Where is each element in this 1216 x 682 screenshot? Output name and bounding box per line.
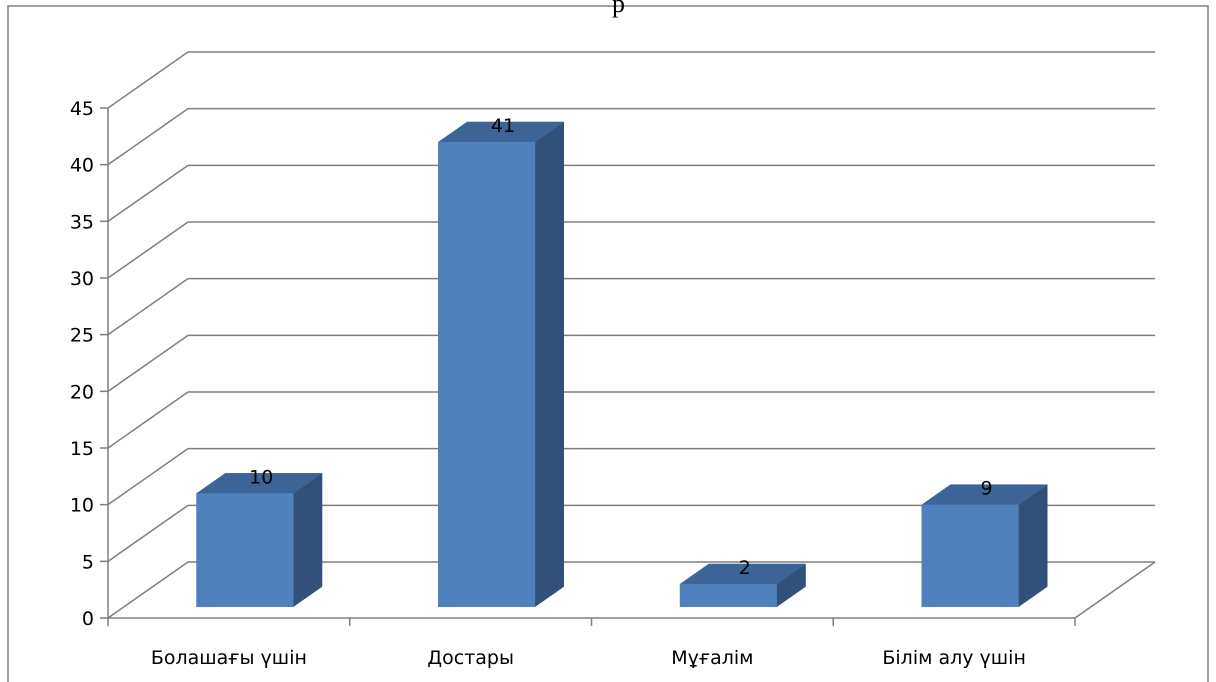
bar-front-face (196, 493, 294, 608)
y-tick-label: 0 (82, 608, 94, 630)
y-tick-label: 25 (70, 325, 94, 347)
bar-front-face (679, 583, 777, 608)
y-tick-label: 15 (70, 438, 94, 460)
data-label: 41 (491, 115, 515, 137)
y-tick-label: 40 (70, 155, 94, 177)
bar-3 (679, 563, 807, 608)
side-wall-gridline (107, 448, 189, 506)
category-label: Болашағы үшін (151, 647, 307, 669)
bar-front-face (921, 504, 1019, 608)
bar-1 (195, 472, 323, 608)
bar-front-face (438, 141, 536, 608)
y-tick-label: 20 (70, 381, 94, 403)
bar-side-face (292, 472, 323, 608)
y-tick-label: 30 (70, 268, 94, 290)
bar-4 (920, 484, 1049, 608)
data-label: 2 (739, 557, 751, 579)
category-label: Мұғалім (671, 647, 753, 669)
data-label: 10 (249, 466, 273, 488)
label-layer: 10 Болашағы үшін 41 Достары 2 Мұғалім 9 Білім а… (151, 115, 1026, 669)
side-wall-gridline (107, 391, 189, 449)
chart-title: р (612, 0, 625, 18)
bar-2 (437, 121, 565, 608)
data-label: 9 (980, 478, 992, 500)
side-wall-gridline (107, 561, 189, 619)
bar-side-face (534, 121, 565, 608)
bar-layer (195, 121, 1049, 608)
category-label: Білім алу үшін (882, 647, 1026, 669)
side-wall-gridline (107, 504, 189, 562)
y-tick-label: 35 (70, 211, 94, 233)
side-wall-gridline (107, 108, 189, 166)
category-label: Достары (427, 647, 514, 669)
bar-side-face (1018, 484, 1048, 608)
y-tick-label: 5 (82, 551, 94, 573)
y-tick-label: 45 (70, 98, 94, 120)
chart-border (7, 5, 1209, 682)
y-tick-label: 10 (70, 495, 94, 517)
grid-layer (107, 51, 1156, 619)
side-wall-gridline (107, 278, 189, 336)
side-wall-gridline (107, 51, 189, 109)
axis-layer: 0 5 10 15 20 25 30 35 40 45 (70, 98, 1076, 630)
floor-edge-line (1074, 561, 1156, 619)
side-wall-gridline (107, 164, 189, 222)
side-wall-gridline (107, 221, 189, 279)
side-wall-gridline (107, 334, 189, 392)
